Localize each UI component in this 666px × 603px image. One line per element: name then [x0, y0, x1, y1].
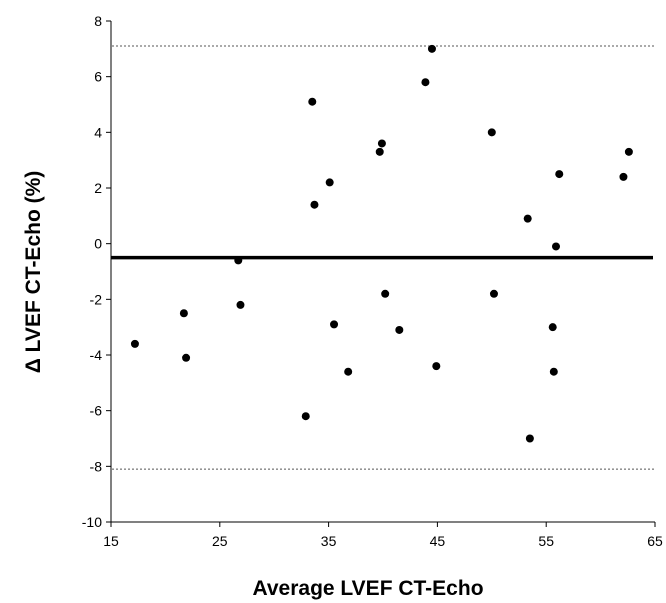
- data-point: [395, 325, 404, 334]
- data-point: [548, 323, 557, 332]
- x-tick-label: 65: [647, 533, 663, 549]
- y-axis-title: Δ LVEF CT-Echo (%): [22, 171, 45, 374]
- data-point: [549, 367, 558, 376]
- data-point: [555, 170, 564, 179]
- data-point: [325, 178, 334, 187]
- y-tick-label: 0: [94, 236, 102, 252]
- x-tick-label: 25: [212, 533, 228, 549]
- y-tick-label: 6: [94, 69, 102, 85]
- data-point: [344, 367, 353, 376]
- x-tick-label: 55: [538, 533, 554, 549]
- data-point: [130, 339, 139, 348]
- y-tick-label: -10: [82, 514, 102, 530]
- y-tick-label: -8: [90, 458, 103, 474]
- data-point: [427, 44, 436, 53]
- data-point: [489, 289, 498, 298]
- data-point: [487, 128, 496, 137]
- y-tick-label: 2: [94, 180, 102, 196]
- data-point: [624, 147, 633, 156]
- data-point: [301, 412, 310, 421]
- x-tick-label: 35: [321, 533, 337, 549]
- data-point: [523, 214, 532, 223]
- data-point: [308, 97, 317, 106]
- y-tick-label: -2: [90, 291, 103, 307]
- data-point: [375, 147, 384, 156]
- data-point: [551, 242, 560, 251]
- y-tick-label: -4: [90, 347, 103, 363]
- data-point: [432, 362, 441, 371]
- data-point: [236, 300, 245, 309]
- data-point: [179, 309, 188, 318]
- data-point: [619, 172, 628, 181]
- x-axis-title: Average LVEF CT-Echo: [252, 577, 483, 600]
- x-tick-label: 45: [430, 533, 446, 549]
- data-point: [330, 320, 339, 329]
- data-point: [182, 353, 191, 362]
- y-tick-label: 8: [94, 13, 102, 29]
- x-tick-label: 15: [103, 533, 119, 549]
- data-point: [381, 289, 390, 298]
- data-point: [525, 434, 534, 443]
- data-point: [377, 139, 386, 148]
- data-point: [310, 200, 319, 209]
- y-tick-label: -6: [90, 403, 103, 419]
- data-point: [234, 256, 243, 265]
- y-tick-label: 4: [94, 124, 102, 140]
- data-point: [421, 78, 430, 87]
